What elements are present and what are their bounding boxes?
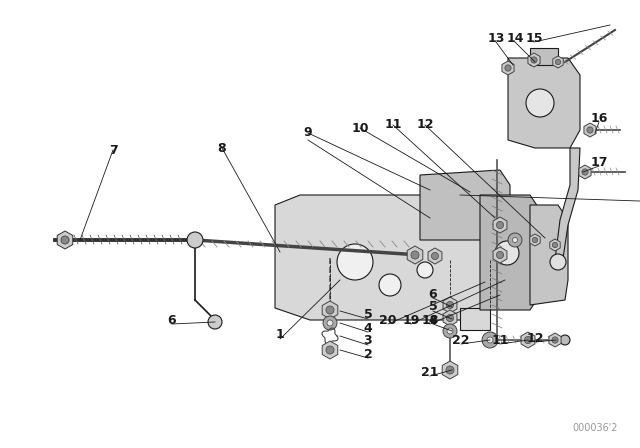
Polygon shape: [460, 308, 490, 330]
Polygon shape: [407, 246, 423, 264]
Circle shape: [411, 251, 419, 259]
Circle shape: [431, 252, 438, 259]
Circle shape: [532, 237, 538, 243]
Circle shape: [526, 89, 554, 117]
Text: 12: 12: [526, 332, 544, 345]
Circle shape: [560, 335, 570, 345]
Circle shape: [552, 337, 558, 343]
Polygon shape: [584, 123, 596, 137]
Circle shape: [550, 254, 566, 270]
Circle shape: [326, 306, 334, 314]
Circle shape: [495, 241, 519, 265]
Polygon shape: [322, 301, 338, 319]
Text: 8: 8: [218, 142, 227, 155]
Polygon shape: [275, 195, 490, 320]
Circle shape: [497, 221, 504, 228]
Polygon shape: [530, 234, 540, 246]
Circle shape: [582, 169, 588, 175]
Circle shape: [508, 233, 522, 247]
Circle shape: [61, 236, 69, 244]
Text: 22: 22: [452, 333, 470, 346]
Text: 16: 16: [590, 112, 608, 125]
Text: 20: 20: [380, 314, 397, 327]
Polygon shape: [420, 170, 510, 240]
Text: 3: 3: [364, 335, 372, 348]
Polygon shape: [549, 333, 561, 347]
Text: 2: 2: [364, 348, 372, 361]
Polygon shape: [493, 217, 507, 233]
Text: 10: 10: [351, 121, 369, 134]
Text: 11: 11: [384, 119, 402, 132]
Circle shape: [556, 59, 561, 65]
Circle shape: [337, 244, 373, 280]
Circle shape: [482, 332, 498, 348]
Text: 4: 4: [364, 322, 372, 335]
Polygon shape: [493, 247, 507, 263]
Circle shape: [327, 320, 333, 326]
Circle shape: [505, 65, 511, 71]
Circle shape: [447, 302, 454, 309]
Polygon shape: [555, 148, 580, 265]
Text: 11: 11: [492, 333, 509, 346]
Polygon shape: [530, 205, 568, 305]
Circle shape: [552, 242, 557, 248]
Text: 7: 7: [109, 143, 117, 156]
Circle shape: [531, 57, 537, 63]
Circle shape: [513, 237, 518, 242]
Text: 18: 18: [421, 314, 438, 327]
Text: 6: 6: [168, 314, 176, 327]
Text: 12: 12: [416, 119, 434, 132]
Circle shape: [447, 328, 453, 334]
Circle shape: [323, 316, 337, 330]
Text: 9: 9: [304, 126, 312, 139]
Circle shape: [524, 336, 532, 344]
Polygon shape: [443, 310, 457, 326]
Polygon shape: [508, 58, 580, 148]
Polygon shape: [579, 165, 591, 179]
Text: 5: 5: [364, 309, 372, 322]
Text: 19: 19: [403, 314, 420, 327]
Polygon shape: [528, 53, 540, 67]
Polygon shape: [530, 48, 558, 65]
Text: 5: 5: [429, 301, 437, 314]
Polygon shape: [428, 248, 442, 264]
Polygon shape: [553, 56, 563, 68]
Circle shape: [446, 366, 454, 374]
Circle shape: [187, 232, 203, 248]
Polygon shape: [550, 239, 560, 251]
Circle shape: [208, 315, 222, 329]
Polygon shape: [521, 332, 535, 348]
Polygon shape: [322, 341, 338, 359]
Polygon shape: [443, 297, 457, 313]
Text: 21: 21: [421, 366, 439, 379]
Circle shape: [326, 346, 334, 354]
Polygon shape: [502, 61, 514, 75]
Text: 4: 4: [429, 314, 437, 327]
Circle shape: [497, 251, 504, 258]
Text: 6: 6: [429, 288, 437, 301]
Polygon shape: [57, 231, 73, 249]
Text: 13: 13: [487, 31, 505, 44]
Text: 15: 15: [525, 31, 543, 44]
Circle shape: [587, 127, 593, 133]
Text: 1: 1: [276, 328, 284, 341]
Text: 14: 14: [506, 31, 524, 44]
Circle shape: [447, 314, 454, 322]
Text: 17: 17: [590, 155, 608, 168]
Circle shape: [487, 337, 493, 343]
Polygon shape: [480, 195, 540, 310]
Circle shape: [417, 262, 433, 278]
Circle shape: [379, 274, 401, 296]
Polygon shape: [442, 361, 458, 379]
Circle shape: [443, 324, 457, 338]
Text: 000036'2: 000036'2: [572, 423, 618, 433]
